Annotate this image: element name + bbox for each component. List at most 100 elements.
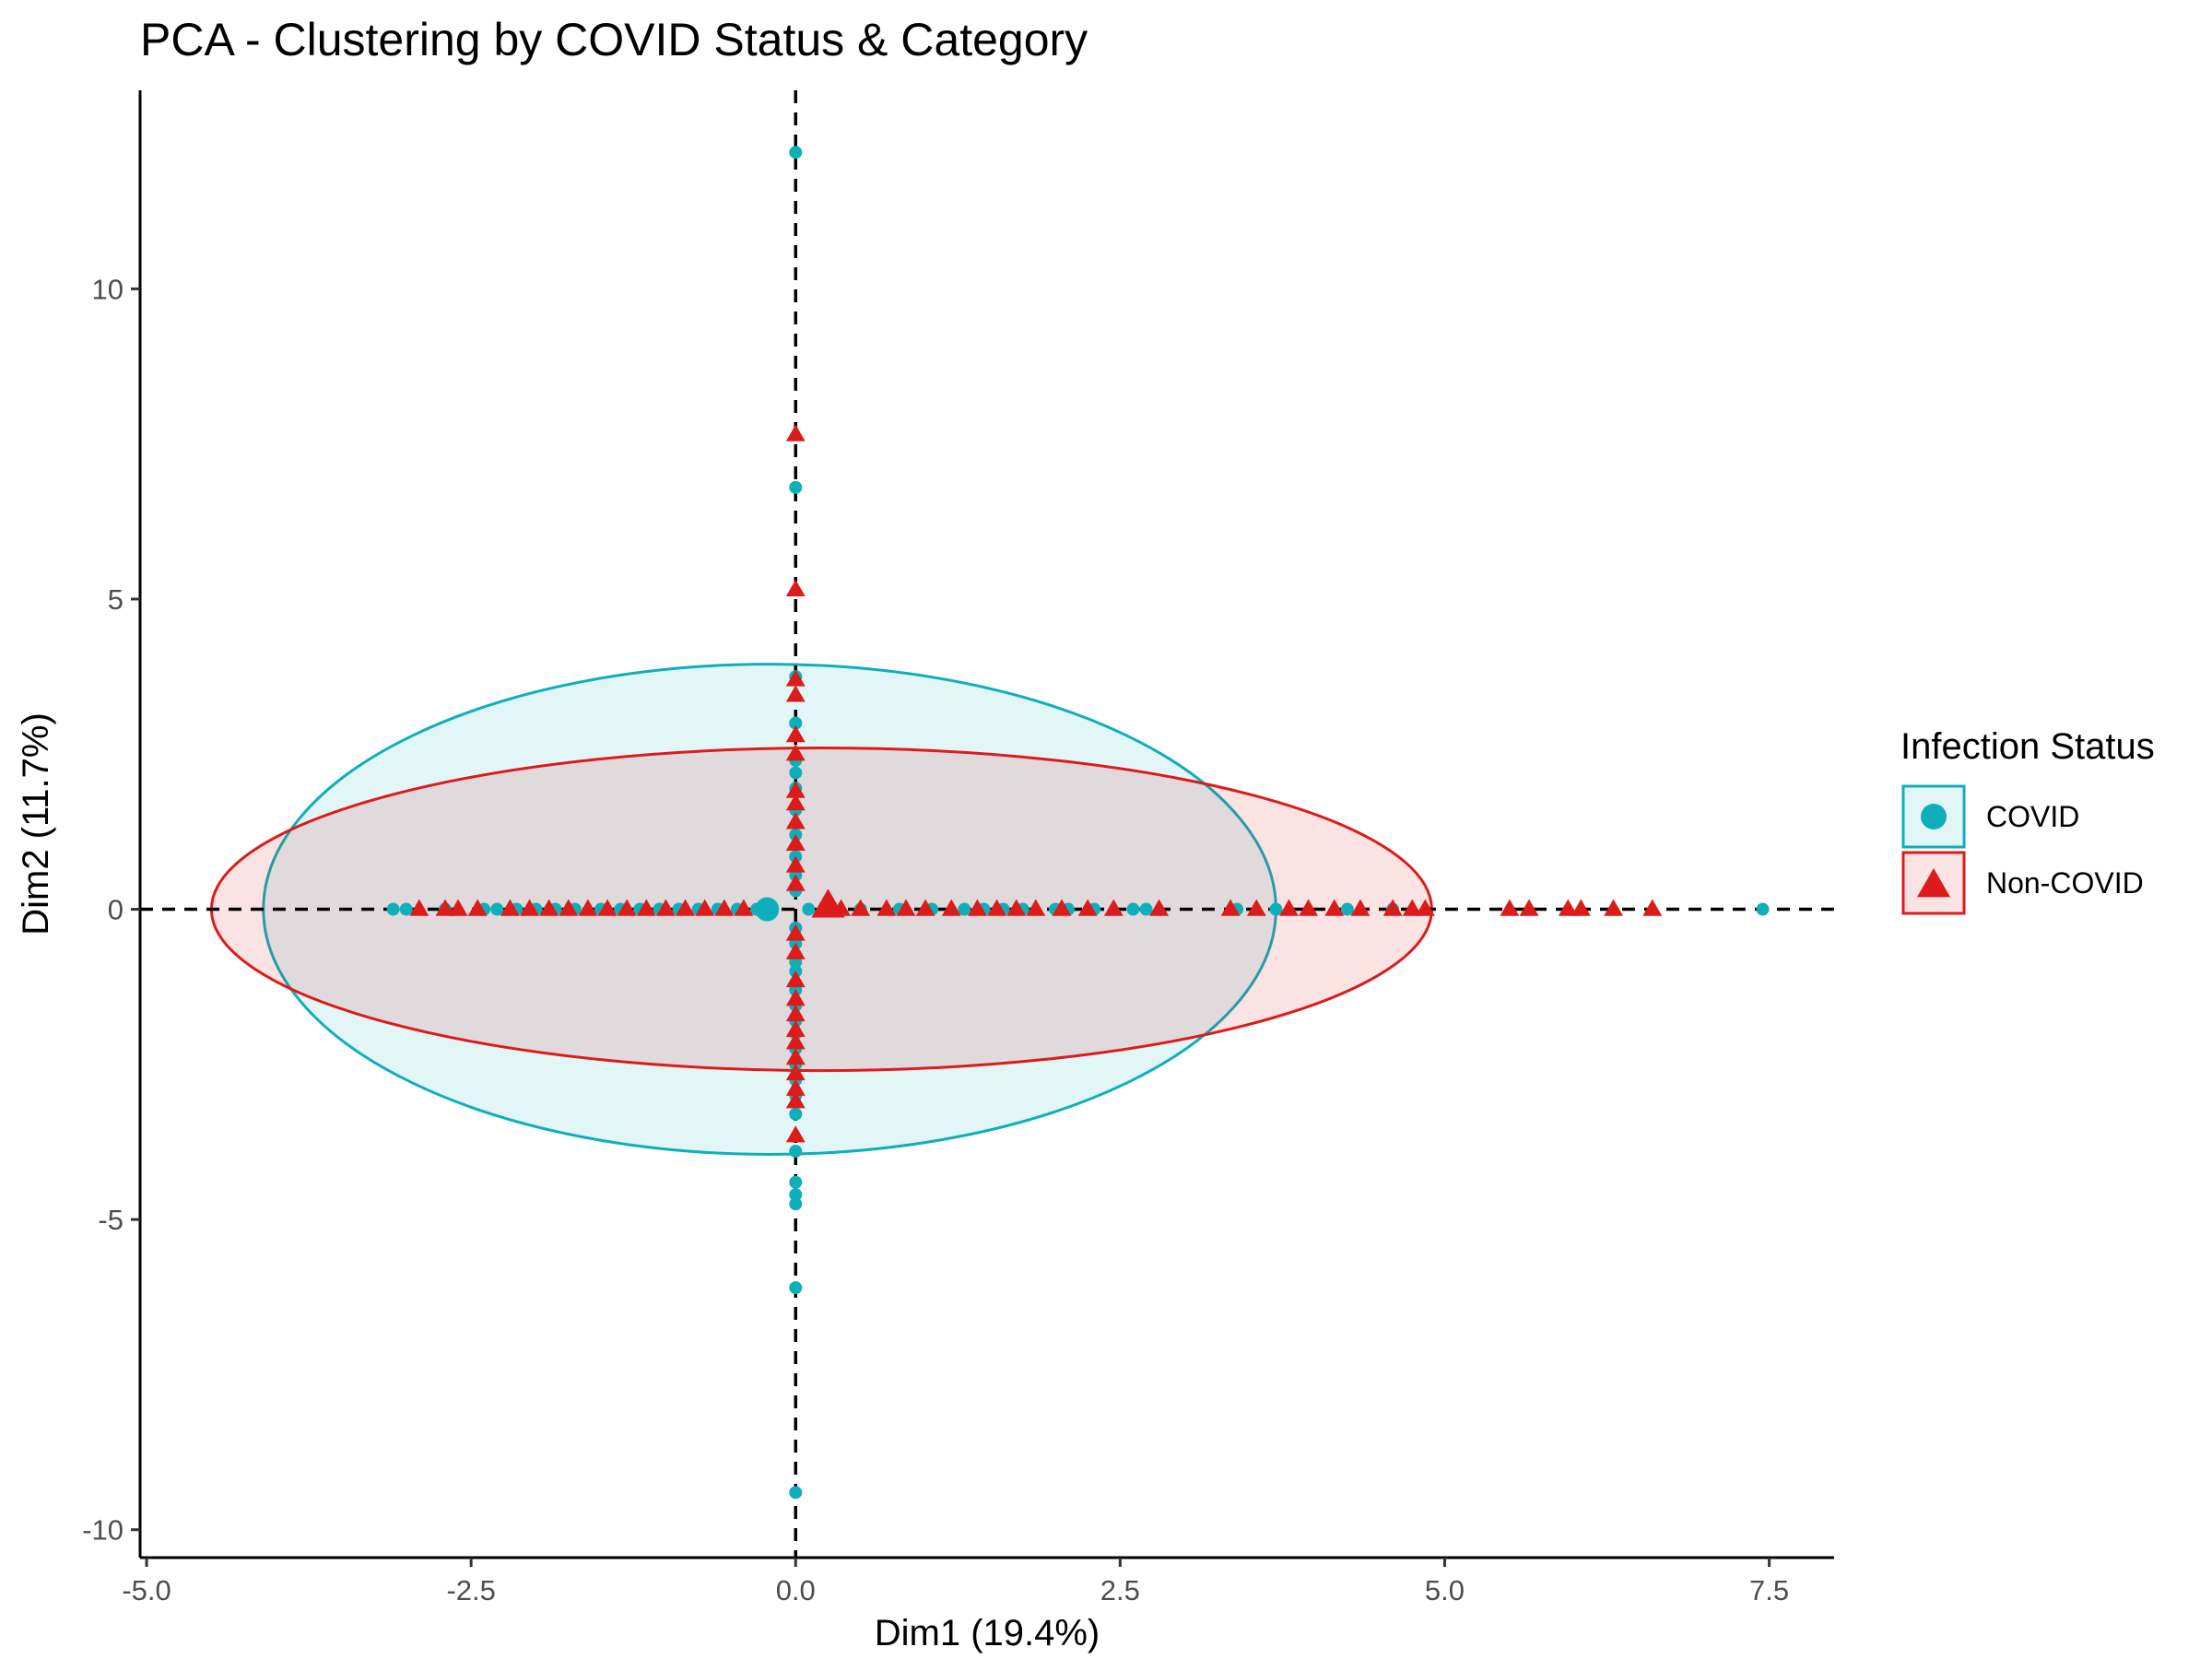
y-tick-label: 10 — [92, 273, 124, 305]
point-non-covid — [734, 899, 754, 916]
point-non-covid — [785, 970, 806, 988]
point-non-covid — [1500, 899, 1520, 916]
point-covid — [1340, 902, 1354, 916]
point-covid — [789, 766, 803, 780]
x-tick-label: -2.5 — [446, 1574, 495, 1606]
point-non-covid — [539, 899, 559, 916]
y-tick-label: -10 — [82, 1514, 124, 1547]
point-non-covid — [1077, 899, 1098, 916]
point-covid — [1126, 902, 1140, 916]
x-tick-label: -5.0 — [122, 1574, 171, 1606]
point-non-covid — [785, 579, 806, 597]
point-non-covid — [785, 725, 806, 743]
point-non-covid — [500, 899, 520, 916]
point-non-covid — [1519, 899, 1539, 916]
point-non-covid — [1026, 899, 1046, 916]
point-non-covid — [409, 899, 429, 916]
point-non-covid — [559, 899, 579, 916]
point-non-covid — [785, 989, 806, 1006]
point-non-covid — [1558, 899, 1578, 916]
point-covid — [789, 1486, 803, 1500]
point-non-covid — [1571, 899, 1591, 916]
x-axis-title: Dim1 (19.4%) — [875, 1613, 1100, 1653]
point-non-covid — [1299, 899, 1319, 916]
x-tick-label: 7.5 — [1749, 1574, 1789, 1606]
centroid-non-covid — [811, 888, 845, 918]
point-non-covid — [1246, 899, 1266, 916]
legend: Infection Status COVID Non-COVID — [1900, 726, 2155, 915]
point-non-covid — [1415, 899, 1435, 916]
point-non-covid — [1324, 899, 1345, 916]
legend-marker-non-covid — [1916, 868, 1951, 898]
point-non-covid — [435, 899, 455, 916]
point-non-covid — [597, 899, 618, 916]
point-non-covid — [467, 899, 488, 916]
point-non-covid — [520, 899, 539, 916]
point-non-covid — [785, 874, 806, 891]
legend-title: Infection Status — [1900, 726, 2155, 767]
point-non-covid — [1402, 899, 1422, 916]
point-covid — [789, 1188, 803, 1202]
point-covid — [802, 902, 816, 916]
chart-title: PCA - Clustering by COVID Status & Categ… — [140, 14, 1088, 65]
point-covid — [789, 1175, 803, 1189]
point-covid — [1139, 902, 1153, 916]
point-non-covid — [1103, 899, 1124, 916]
point-non-covid — [785, 1032, 806, 1050]
point-non-covid — [785, 855, 806, 873]
point-non-covid — [785, 1004, 806, 1022]
point-non-covid — [785, 781, 806, 798]
point-covid — [386, 902, 400, 916]
point-non-covid — [785, 942, 806, 959]
point-non-covid — [915, 899, 935, 916]
point-non-covid — [1642, 899, 1663, 916]
point-non-covid — [941, 899, 961, 916]
y-tick-label: -5 — [98, 1204, 124, 1236]
point-non-covid — [1279, 899, 1299, 916]
point-covid — [789, 480, 803, 494]
y-axis-title: Dim2 (11.7%) — [16, 712, 56, 935]
point-non-covid — [636, 899, 656, 916]
point-covid — [789, 1145, 803, 1159]
point-non-covid — [785, 669, 806, 687]
point-covid — [789, 1197, 803, 1211]
point-covid — [1269, 902, 1283, 916]
legend-label: Non-COVID — [1986, 866, 2144, 900]
point-non-covid — [785, 794, 806, 811]
point-non-covid — [1149, 899, 1170, 916]
point-covid — [399, 902, 413, 916]
point-non-covid — [617, 899, 637, 916]
point-covid — [789, 1107, 803, 1121]
point-non-covid — [851, 899, 871, 916]
point-non-covid — [1220, 899, 1241, 916]
point-non-covid — [695, 899, 715, 916]
legend-marker-covid — [1921, 804, 1947, 830]
point-non-covid — [785, 1091, 806, 1109]
point-covid — [789, 716, 803, 730]
point-non-covid — [1350, 899, 1371, 916]
point-non-covid — [785, 424, 806, 441]
data-points — [386, 146, 1770, 1500]
y-tick-label: 5 — [108, 583, 124, 616]
point-covid — [490, 902, 504, 916]
point-non-covid — [676, 899, 695, 916]
axes: -5.0 -2.5 0.0 2.5 5.0 7.5 -10 -5 0 5 10 — [82, 90, 1834, 1606]
point-covid — [958, 902, 971, 916]
legend-label: COVID — [1986, 800, 2079, 833]
centroid-covid — [755, 897, 780, 922]
point-non-covid — [967, 899, 987, 916]
point-non-covid — [987, 899, 1007, 916]
point-covid — [1756, 902, 1770, 916]
point-non-covid — [1006, 899, 1027, 916]
point-non-covid — [785, 1048, 806, 1065]
point-non-covid — [785, 685, 806, 702]
point-non-covid — [1382, 899, 1403, 916]
point-non-covid — [578, 899, 598, 916]
point-non-covid — [1604, 899, 1624, 916]
x-tick-label: 2.5 — [1100, 1574, 1140, 1606]
point-non-covid — [448, 899, 468, 916]
x-tick-label: 0.0 — [776, 1574, 816, 1606]
point-covid — [789, 1281, 803, 1295]
point-non-covid — [714, 899, 735, 916]
